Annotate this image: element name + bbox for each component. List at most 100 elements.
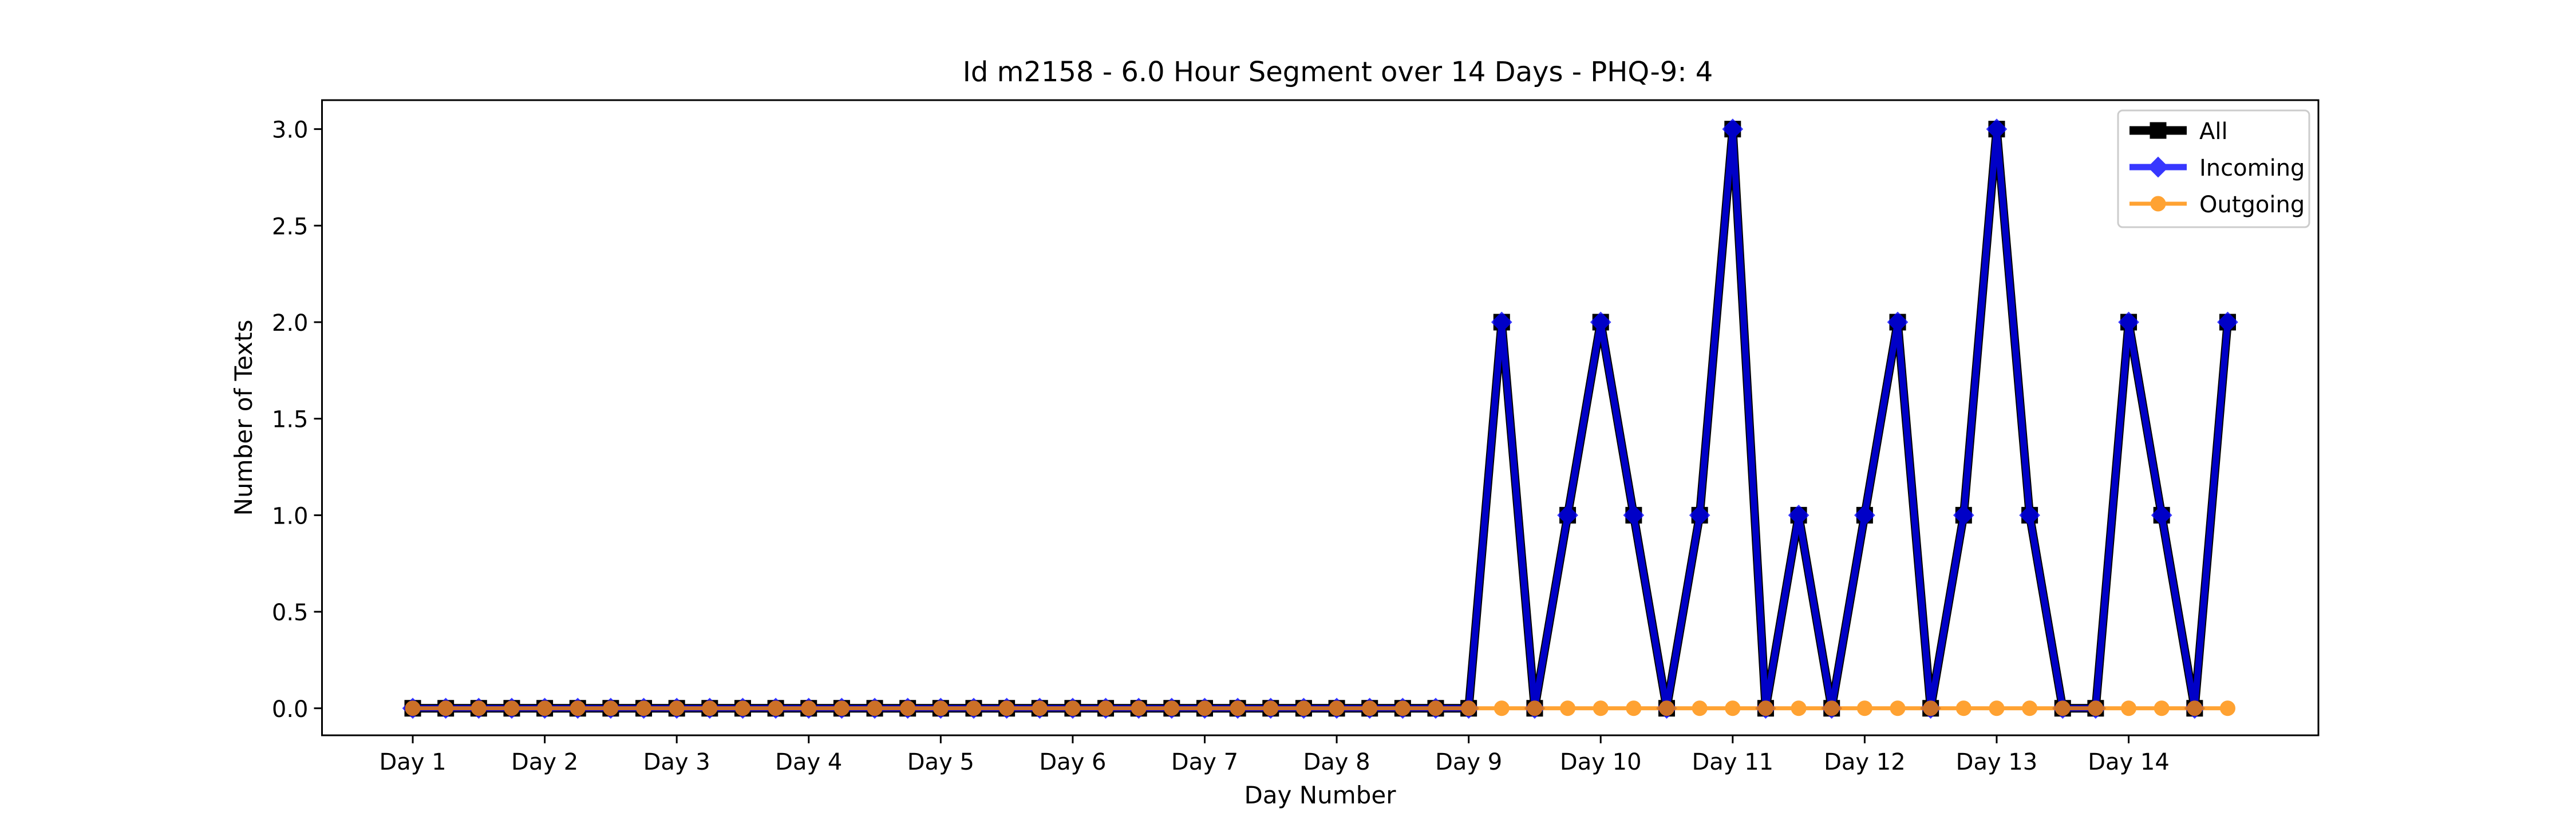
y-axis-label: Number of Texts (230, 320, 258, 516)
x-tick-label: Day 1 (379, 749, 446, 775)
y-tick-label: 3.0 (272, 117, 309, 144)
data-point-outgoing (636, 700, 652, 716)
data-point-outgoing (999, 700, 1015, 716)
data-point-outgoing (734, 700, 750, 716)
data-point-outgoing (1593, 700, 1609, 716)
data-point-outgoing (405, 700, 421, 716)
data-point-outgoing (1032, 700, 1048, 716)
data-point-outgoing (966, 700, 982, 716)
data-point-outgoing (471, 700, 487, 716)
legend-entry-incoming (2129, 156, 2187, 178)
y-tick-label: 1.0 (272, 503, 309, 529)
x-axis-label: Day Number (1244, 781, 1396, 809)
data-point-outgoing (1560, 700, 1576, 716)
data-point-outgoing (1196, 700, 1212, 716)
x-tick-label: Day 3 (643, 749, 710, 775)
legend-marker (2150, 122, 2167, 139)
data-point-outgoing (603, 700, 619, 716)
data-point-incoming (1557, 505, 1578, 526)
data-point-incoming (1887, 311, 1909, 333)
data-point-incoming (1854, 505, 1875, 526)
data-point-incoming (1590, 311, 1611, 333)
data-point-outgoing (1295, 700, 1311, 716)
legend-label: All (2199, 118, 2228, 145)
data-point-outgoing (1065, 700, 1081, 716)
data-point-incoming (1986, 118, 2008, 140)
y-tick-label: 0.5 (272, 600, 309, 626)
data-point-outgoing (1527, 700, 1543, 716)
data-point-incoming (2151, 505, 2172, 526)
data-point-incoming (1953, 505, 1974, 526)
y-axis: 0.0 0.5 1.0 1.5 2.0 2.5 3.0 (272, 117, 322, 723)
data-point-outgoing (1725, 700, 1741, 716)
data-point-outgoing (768, 700, 784, 716)
data-point-incoming (1722, 118, 1744, 140)
data-point-incoming (1623, 505, 1645, 526)
plot-frame (321, 99, 2320, 736)
data-point-outgoing (570, 700, 586, 716)
chart-title: Id m2158 - 6.0 Hour Segment over 14 Days… (963, 56, 1713, 88)
data-point-outgoing (669, 700, 685, 716)
data-point-outgoing (1955, 700, 1971, 716)
data-point-outgoing (1362, 700, 1378, 716)
data-point-outgoing (1329, 700, 1345, 716)
data-point-outgoing (1494, 700, 1510, 716)
data-point-outgoing (1394, 700, 1411, 716)
x-tick-label: Day 14 (2088, 749, 2170, 775)
data-point-incoming (2118, 311, 2139, 333)
legend-marker (2150, 196, 2166, 212)
data-point-outgoing (1890, 700, 1906, 716)
data-point-outgoing (1164, 700, 1180, 716)
data-point-outgoing (537, 700, 553, 716)
y-tick-label: 1.5 (272, 407, 309, 433)
x-tick-label: Day 12 (1824, 749, 1906, 775)
data-point-outgoing (1263, 700, 1279, 716)
data-point-outgoing (1856, 700, 1872, 716)
data-point-incoming (1491, 311, 1512, 333)
data-point-outgoing (2219, 700, 2235, 716)
data-point-outgoing (933, 700, 949, 716)
data-point-outgoing (1230, 700, 1246, 716)
data-point-outgoing (1692, 700, 1708, 716)
y-tick-label: 2.5 (272, 213, 309, 240)
x-tick-label: Day 11 (1692, 749, 1774, 775)
data-point-incoming (2019, 505, 2040, 526)
y-tick-label: 0.0 (272, 696, 309, 723)
x-tick-label: Day 7 (1171, 749, 1238, 775)
data-point-incoming (1788, 505, 1809, 526)
x-tick-label: Day 13 (1956, 749, 2038, 775)
x-tick-label: Day 6 (1039, 749, 1106, 775)
legend-entry-all (2129, 122, 2187, 139)
x-tick-label: Day 10 (1560, 749, 1642, 775)
data-point-outgoing (1757, 700, 1773, 716)
data-point-outgoing (2022, 700, 2038, 716)
x-tick-label: Day 8 (1303, 749, 1370, 775)
data-point-outgoing (801, 700, 817, 716)
data-point-outgoing (1824, 700, 1840, 716)
legend-entry-outgoing (2129, 196, 2187, 212)
x-tick-label: Day 2 (511, 749, 578, 775)
data-point-outgoing (1098, 700, 1114, 716)
data-point-outgoing (2187, 700, 2203, 716)
plot-area (321, 99, 2320, 736)
legend-frame (2117, 109, 2310, 228)
y-tick-label: 2.0 (272, 310, 309, 336)
data-point-outgoing (438, 700, 454, 716)
data-point-outgoing (1989, 700, 2005, 716)
legend-label: Outgoing (2199, 192, 2305, 218)
data-point-outgoing (1428, 700, 1444, 716)
data-point-outgoing (2055, 700, 2071, 716)
data-point-outgoing (2088, 700, 2104, 716)
data-point-outgoing (833, 700, 850, 716)
data-point-outgoing (702, 700, 718, 716)
legend: All Incoming Outgoing (2117, 109, 2310, 228)
data-point-outgoing (2154, 700, 2170, 716)
x-tick-label: Day 5 (907, 749, 974, 775)
data-point-outgoing (1923, 700, 1939, 716)
data-point-incoming (1689, 505, 1710, 526)
series-outgoing (405, 700, 2235, 716)
legend-label: Incoming (2199, 155, 2305, 181)
data-point-outgoing (2121, 700, 2137, 716)
data-point-outgoing (1659, 700, 1675, 716)
